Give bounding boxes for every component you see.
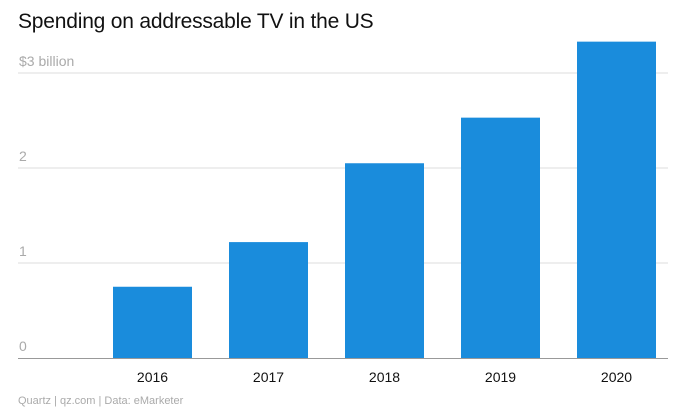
x-tick-label: 2020 bbox=[601, 369, 632, 385]
y-tick-label: 2 bbox=[19, 148, 27, 164]
bars bbox=[113, 41, 656, 359]
source-footer: Quartz | qz.com | Data: eMarketer bbox=[18, 395, 184, 407]
x-tick-label: 2019 bbox=[485, 369, 516, 385]
x-tick-label: 2017 bbox=[253, 369, 284, 385]
bar-2019 bbox=[461, 117, 540, 359]
x-tick-label: 2016 bbox=[137, 369, 168, 385]
x-axis-tick-labels: 2016 2017 2018 2019 2020 bbox=[137, 369, 632, 385]
bar-2018 bbox=[345, 163, 424, 358]
gridlines bbox=[18, 72, 668, 264]
y-tick-label: 0 bbox=[19, 338, 27, 354]
bar-2020 bbox=[577, 41, 656, 359]
bar-2017 bbox=[229, 242, 308, 358]
bar-2016 bbox=[113, 286, 192, 358]
chart-title: Spending on addressable TV in the US bbox=[18, 10, 374, 33]
x-tick-label: 2018 bbox=[369, 369, 400, 385]
y-tick-label: 1 bbox=[19, 243, 27, 259]
y-axis-tick-labels: 0 1 2 $3 billion bbox=[19, 53, 74, 354]
y-tick-label: $3 billion bbox=[19, 53, 74, 69]
